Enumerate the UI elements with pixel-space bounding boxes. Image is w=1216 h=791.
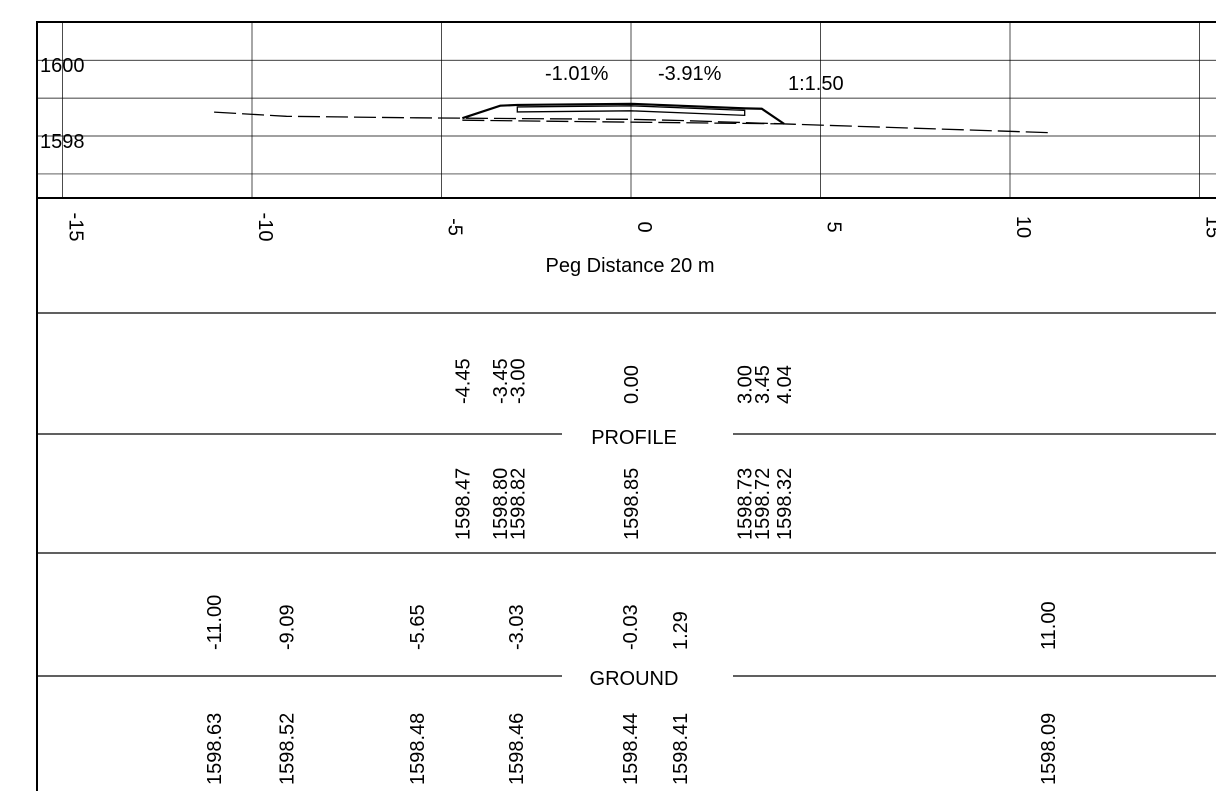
profile-elevation-value: 1598.82 <box>507 468 529 540</box>
profile-elevation-value: 1598.80 <box>490 468 512 540</box>
profile-elevation-value: 1598.73 <box>735 468 757 540</box>
profile-offset-value: -3.45 <box>490 358 512 404</box>
ground-elevation-value: 1598.48 <box>407 713 429 785</box>
profile-offset-value: 3.00 <box>735 365 757 404</box>
profile-offset-row: -4.45 -3.45-3.00 0.00 3.003.45 4.04 <box>452 358 796 404</box>
x-tick-label: 0 <box>633 221 655 232</box>
ground-offset-value: -3.03 <box>506 604 528 650</box>
profile-elevation-value: 1598.47 <box>452 468 474 540</box>
profile-section-label: PROFILE <box>591 427 677 449</box>
grade-left-label: -1.01% <box>545 63 609 85</box>
elevation-labels: 1600 1598 <box>40 55 85 153</box>
pavement-layer <box>516 105 746 117</box>
profile-elevation-value: 1598.32 <box>774 468 796 540</box>
profile-offset-value: 4.04 <box>774 365 796 404</box>
ground-section-label: GROUND <box>590 668 679 690</box>
x-tick-label: -10 <box>254 213 276 242</box>
ground-offset-value: 11.00 <box>1038 601 1060 650</box>
plot-grid <box>37 22 1216 198</box>
profile-elevation-value: 1598.85 <box>621 468 643 540</box>
profile-offset-value: -3.00 <box>507 358 529 404</box>
ground-elevation-value: 1598.52 <box>276 713 298 785</box>
ground-elevation-value: 1598.41 <box>670 713 692 785</box>
profile-offset-value: -4.45 <box>452 358 474 404</box>
x-tick-label: 10 <box>1012 216 1034 238</box>
ground-elevation-row: 1598.63 1598.52 1598.48 1598.46 1598.44 1598.… <box>204 713 1060 785</box>
ground-offset-value: -11.00 <box>204 595 226 650</box>
plot-frame <box>36 21 1216 199</box>
section-shapes <box>214 102 1048 134</box>
ground-offset-value: 1.29 <box>670 611 692 650</box>
design-profile-line <box>462 102 785 125</box>
ground-offset-value: -0.03 <box>620 604 642 650</box>
profile-elevation-value: 1598.72 <box>752 468 774 540</box>
ground-offset-row: -11.00 -9.09 -5.65 -3.03 -0.03 1.29 11.00 <box>204 595 1060 650</box>
ground-elevation-value: 1598.63 <box>204 713 226 785</box>
x-tick-label: -5 <box>444 218 466 236</box>
ground-line <box>214 111 1048 134</box>
elevation-label: 1598 <box>40 131 85 153</box>
x-axis-ticks: -15 -10 -5 0 5 10 15 <box>65 213 1216 242</box>
formation-line <box>462 119 785 125</box>
elevation-label: 1600 <box>40 55 85 77</box>
ground-elevation-value: 1598.44 <box>620 713 642 785</box>
peg-distance-caption: Peg Distance 20 m <box>546 255 715 277</box>
grade-right-label: -3.91% <box>658 63 722 85</box>
ground-elevation-value: 1598.46 <box>506 713 528 785</box>
ground-elevation-value: 1598.09 <box>1038 713 1060 785</box>
profile-offset-value: 3.45 <box>752 365 774 404</box>
x-tick-label: -15 <box>65 213 87 242</box>
ground-offset-value: -5.65 <box>407 604 429 650</box>
x-tick-label: 5 <box>823 221 845 232</box>
x-tick-label: 15 <box>1202 216 1216 238</box>
side-slope-label: 1:1.50 <box>788 73 844 95</box>
profile-offset-value: 0.00 <box>621 365 643 404</box>
ground-offset-value: -9.09 <box>276 604 298 650</box>
